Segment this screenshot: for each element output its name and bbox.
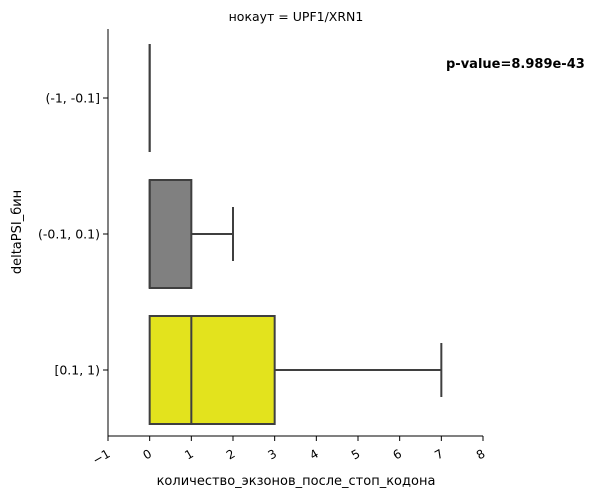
chart-title: нокаут = UPF1/XRN1 bbox=[229, 9, 364, 24]
y-tick-label: (-0.1, 0.1) bbox=[38, 227, 100, 242]
x-tick-label: 8 bbox=[474, 446, 488, 462]
y-tick-label: [0.1, 1) bbox=[54, 363, 100, 378]
y-axis-label: deltaPSI_бин bbox=[10, 190, 25, 274]
x-tick-label: 0 bbox=[141, 446, 155, 462]
x-tick-label: 3 bbox=[266, 446, 280, 462]
x-tick-label: −1 bbox=[90, 446, 112, 467]
p-value-annotation: p-value=8.989e-43 bbox=[446, 57, 585, 72]
x-axis-label: количество_экзонов_после_стоп_кодона bbox=[157, 474, 436, 489]
x-tick-label: 7 bbox=[432, 446, 446, 462]
plot-area: −1 0 1 2 3 4 5 6 7 8 (-1, -0.1] (-0.1, 0.1) [0.1, 1) bbox=[38, 29, 488, 467]
y-tick-label: (-1, -0.1] bbox=[45, 91, 100, 106]
x-tick-label: 1 bbox=[182, 446, 196, 462]
x-tick-label: 5 bbox=[349, 446, 363, 462]
box bbox=[148, 179, 193, 289]
x-tick-label: 2 bbox=[224, 446, 238, 462]
box bbox=[148, 315, 276, 425]
x-tick-label: 4 bbox=[307, 446, 321, 462]
x-tick-label: 6 bbox=[391, 446, 405, 462]
